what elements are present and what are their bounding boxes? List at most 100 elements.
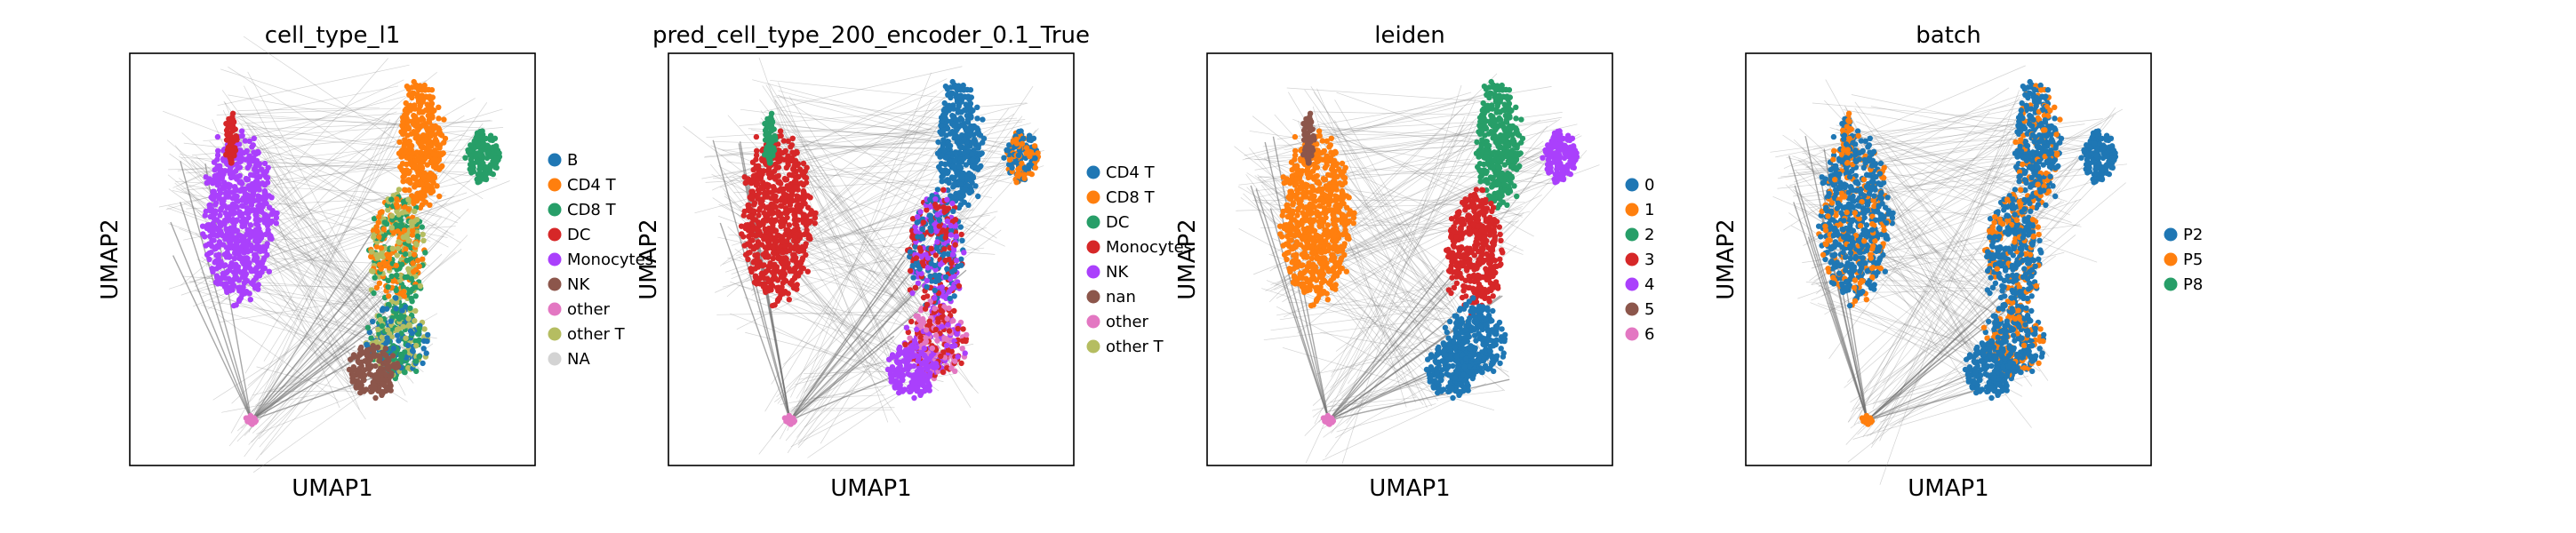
umap-point — [1012, 159, 1019, 165]
umap-point — [798, 247, 804, 253]
umap-point — [229, 117, 236, 123]
umap-point — [252, 255, 258, 261]
umap-point — [406, 178, 413, 184]
umap-point — [413, 242, 420, 248]
umap-point — [964, 127, 971, 133]
umap-point — [927, 225, 934, 231]
umap-point — [772, 239, 779, 245]
umap-point — [953, 233, 960, 240]
umap-point — [380, 226, 387, 233]
umap-point — [416, 354, 422, 360]
umap-point — [240, 260, 247, 267]
umap-point — [230, 302, 237, 309]
umap-point — [959, 338, 966, 344]
umap-point — [478, 165, 484, 171]
umap-point — [780, 222, 787, 229]
umap-point — [927, 273, 933, 280]
umap-point — [766, 209, 772, 216]
legend-label: other — [1106, 313, 1149, 331]
umap-point — [261, 160, 268, 167]
umap-point — [247, 183, 254, 190]
umap-point — [916, 266, 923, 272]
umap-edge — [259, 123, 484, 401]
umap-point — [236, 232, 244, 239]
legend-marker — [1086, 314, 1100, 329]
umap-point — [940, 187, 947, 193]
umap-point — [932, 295, 938, 301]
umap-point — [228, 165, 234, 171]
umap-edge — [221, 90, 412, 353]
y-axis-label: UMAP2 — [636, 219, 662, 299]
legend-marker — [548, 327, 562, 341]
umap-point — [209, 193, 216, 199]
umap-point — [251, 172, 257, 179]
umap-edge — [232, 109, 461, 243]
umap-point — [1016, 128, 1022, 135]
umap-point — [416, 134, 422, 140]
umap-point — [421, 326, 428, 332]
umap-point — [252, 163, 260, 169]
umap-point — [938, 307, 944, 314]
umap-point — [416, 325, 422, 332]
umap-point — [791, 227, 798, 233]
umap-point — [934, 239, 940, 245]
umap-point — [772, 168, 778, 174]
umap-point — [413, 368, 420, 375]
umap-point — [406, 322, 412, 328]
umap-point — [356, 359, 362, 366]
umap-point — [412, 266, 420, 273]
umap-point — [942, 274, 949, 280]
umap-point — [751, 245, 757, 251]
umap-point — [260, 255, 268, 261]
umap-point — [214, 152, 221, 158]
legend-label: B — [567, 151, 578, 170]
umap-point — [245, 238, 252, 244]
umap-point — [740, 234, 747, 240]
umap-point — [394, 272, 400, 279]
umap-point — [214, 232, 221, 239]
umap-point — [250, 155, 257, 162]
umap-point — [226, 204, 232, 211]
umap-point — [385, 327, 391, 333]
legend-label: CD8 T — [567, 201, 617, 219]
umap-point — [975, 193, 981, 200]
legend-label: other T — [567, 325, 626, 344]
umap-point — [420, 231, 426, 238]
umap-point — [403, 335, 409, 341]
umap-edge — [206, 288, 365, 361]
umap-point — [436, 193, 443, 200]
umap-point — [895, 370, 901, 376]
umap-point — [791, 163, 798, 169]
umap-point — [774, 210, 780, 216]
umap-point — [958, 231, 964, 238]
umap-point — [787, 243, 794, 250]
umap-point — [374, 344, 381, 351]
umap-point — [250, 142, 256, 148]
umap-edge — [216, 313, 339, 402]
umap-point — [794, 282, 800, 288]
umap-point — [910, 386, 916, 392]
umap-point — [888, 375, 895, 382]
umap-point — [413, 342, 420, 349]
umap-point — [268, 219, 274, 227]
umap-point — [1027, 153, 1033, 160]
umap-point — [394, 252, 400, 259]
umap-edge — [216, 107, 402, 115]
umap-point — [420, 237, 427, 243]
umap-point — [959, 237, 965, 243]
umap-point — [938, 353, 944, 360]
umap-point — [364, 359, 370, 365]
umap-point — [383, 385, 389, 391]
umap-point — [932, 252, 940, 259]
panel-frame — [1206, 52, 1613, 466]
umap-point — [919, 259, 926, 266]
umap-point — [203, 174, 209, 180]
umap-point — [945, 91, 951, 99]
umap-point — [251, 149, 257, 155]
umap-point — [911, 394, 917, 402]
umap-point — [980, 135, 988, 142]
umap-point — [437, 152, 444, 158]
umap-point — [253, 184, 260, 190]
umap-points — [199, 78, 503, 427]
umap-point — [769, 174, 776, 180]
